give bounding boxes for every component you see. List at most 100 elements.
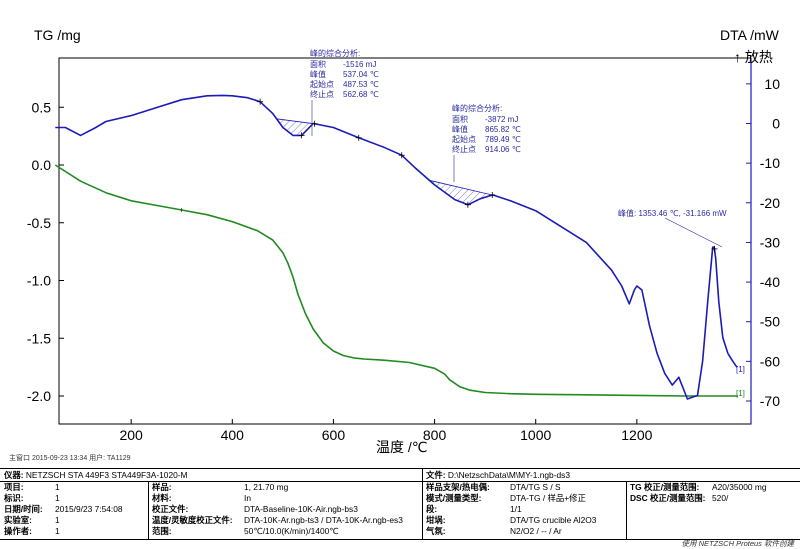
right-tick-label: -20: [760, 195, 780, 211]
annotation-onset-label: 起始点: [310, 79, 334, 89]
left-tick-label: -1.5: [27, 330, 51, 346]
x-tick-label: 1200: [621, 427, 652, 443]
peak-annotation-3: 峰值: 1353.46 ℃, -31.166 mW: [618, 208, 727, 248]
x-tick-label: 200: [119, 427, 143, 443]
file-label: 文件:: [426, 470, 446, 480]
annotation-end-value: 914.06 ℃: [485, 145, 521, 154]
tg-curve: [54, 164, 738, 397]
id-value: 1: [55, 493, 60, 503]
instrument-label: 仪器:: [4, 470, 24, 480]
annotation-end-label: 终止点: [452, 144, 476, 154]
tg-range-label: TG 校正/测量范围:: [630, 482, 700, 492]
annotation-peak-value: 537.04 ℃: [343, 70, 379, 79]
x-axis: 200 400 600 800 1000 1200: [119, 419, 653, 443]
right-tick-label: -10: [760, 155, 780, 171]
exotherm-direction-label: ↑ 放热: [734, 49, 773, 65]
annotation-area-value: -1516 mJ: [343, 60, 376, 69]
annotation-onset-label: 起始点: [452, 134, 476, 144]
right-tick-label: 0: [772, 116, 780, 132]
measurement-info-table: 仪器: NETZSCH STA 449F3 STA449F3A-1020-M 文…: [0, 468, 800, 540]
annotation-area-value: -3872 mJ: [485, 115, 518, 124]
right-tick-label: -50: [760, 314, 780, 330]
dta-curve: [55, 94, 738, 400]
annotation-area-label: 面积: [310, 59, 326, 69]
date-label: 日期/时间:: [4, 504, 43, 514]
range-label: 范围:: [152, 526, 172, 536]
correction-file-label: 校正文件:: [152, 504, 189, 514]
x-tick-label: 800: [423, 427, 447, 443]
peak-annotation-2: 峰的综合分析: 面积 -3872 mJ 峰值 865.82 ℃ 起始点 789.…: [452, 103, 521, 182]
left-tick-label: 0.5: [32, 99, 52, 115]
lab-label: 实验室:: [4, 515, 32, 525]
x-tick-label: 1000: [520, 427, 551, 443]
mode-value: DTA-TG / 样品+修正: [510, 493, 586, 503]
table-divider: [148, 481, 149, 539]
software-credit: 使用 NETZSCH Proteus 软件创建: [681, 539, 794, 548]
annotation-title: 峰的综合分析:: [310, 48, 360, 58]
right-tick-label: -30: [760, 234, 780, 250]
correction-file-value: DTA-Baseline-10K-Air.ngb-bs3: [244, 504, 358, 514]
right-y-axis: 10 0 -10 -20 -30 -40 -50 -60 -70: [746, 58, 780, 424]
x-axis-title: 温度 /℃: [376, 439, 428, 455]
project-value: 1: [55, 482, 60, 492]
segment-value: 1/1: [510, 504, 522, 514]
right-tick-label: -40: [760, 274, 780, 290]
atmosphere-label: 气氛:: [426, 526, 446, 536]
crucible-label: 坩埚:: [426, 515, 446, 525]
left-tick-label: -1.0: [27, 273, 51, 289]
annotation-peak-point: 峰值: 1353.46 ℃, -31.166 mW: [618, 208, 727, 218]
operator-value: 1: [55, 526, 60, 536]
chart-canvas: 200 400 600 800 1000 1200 0.5 0.0 -0.5 -1.0 -1.5 -…: [27, 27, 780, 455]
left-tick-label: -0.5: [27, 215, 51, 231]
peak-annotation-1: 峰的综合分析: 面积 -1516 mJ 峰值 537.04 ℃ 起始点 487.…: [310, 48, 379, 136]
operator-label: 操作者:: [4, 526, 32, 536]
annotation-peak-value: 865.82 ℃: [485, 125, 521, 134]
right-tick-label: -60: [760, 353, 780, 369]
series-group: [54, 94, 738, 400]
annotation-onset-value: 487.53 ℃: [343, 80, 379, 89]
holder-value: DTA/TG S / S: [510, 482, 561, 492]
annotation-end-label: 终止点: [310, 89, 334, 99]
mode-label: 模式/测量类型:: [426, 493, 482, 503]
annotation-peak-label: 峰值: [310, 69, 326, 79]
file-value: D:\NetzschData\M\MY-1.ngb-ds3: [447, 470, 570, 480]
annotation-area-label: 面积: [452, 114, 468, 124]
x-tick-label: 600: [322, 427, 346, 443]
left-tick-label: -2.0: [27, 388, 51, 404]
material-label: 材料:: [152, 493, 172, 503]
temp-correction-label: 温度/灵敏度校正文件:: [152, 515, 233, 525]
left-tick-label: 0.0: [32, 157, 52, 173]
atmosphere-value: N2/O2 / -- / Ar: [510, 526, 562, 536]
material-value: In: [244, 493, 251, 503]
curve-markers: [181, 98, 718, 252]
annotation-leader: [664, 217, 723, 248]
sample-label: 样品:: [152, 482, 172, 492]
temp-correction-value: DTA-10K-Ar.ngb-ts3 / DTA-10K-Ar.ngb-es3: [244, 515, 403, 525]
tg-end-marker: [1]: [736, 389, 745, 398]
range-value: 50℃/10.0(K/min)/1400℃: [244, 526, 339, 536]
table-divider: [0, 481, 800, 482]
annotation-onset-value: 789.49 ℃: [485, 135, 521, 144]
id-label: 标识:: [4, 493, 24, 503]
plot-frame: [58, 57, 752, 425]
right-tick-label: 10: [764, 76, 780, 92]
annotation-title: 峰的综合分析:: [452, 103, 502, 113]
table-divider: [0, 468, 800, 469]
annotation-peak-label: 峰值: [452, 124, 468, 134]
crucible-value: DTA/TG crucible Al2O3: [510, 515, 597, 525]
tg-range-value: A20/35000 mg: [712, 482, 767, 492]
table-divider: [422, 468, 423, 539]
right-tick-label: -70: [760, 393, 780, 409]
table-divider: [626, 481, 627, 539]
sample-value: 1, 21.70 mg: [244, 482, 289, 492]
right-axis-title: DTA /mW: [720, 27, 780, 43]
date-value: 2015/9/23 7:54:08: [55, 504, 123, 514]
dsc-range-label: DSC 校正/测量范围:: [630, 493, 706, 503]
dta-end-marker: [1]: [736, 365, 745, 374]
left-axis-title: TG /mg: [34, 27, 81, 43]
holder-label: 样品支架/热电偶:: [426, 482, 490, 492]
annotation-end-value: 562.68 ℃: [343, 90, 379, 99]
project-label: 项目:: [4, 482, 24, 492]
left-y-axis: 0.5 0.0 -0.5 -1.0 -1.5 -2.0: [27, 99, 64, 404]
dsc-range-value: 520/: [712, 493, 729, 503]
